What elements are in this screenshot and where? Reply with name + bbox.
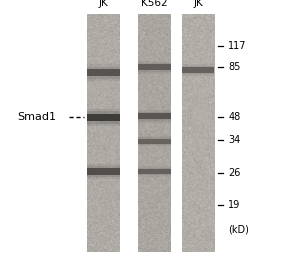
Text: JK: JK bbox=[98, 0, 108, 8]
Bar bbox=[138, 110, 170, 122]
Text: K562: K562 bbox=[141, 0, 168, 8]
Bar bbox=[138, 63, 170, 72]
Bar bbox=[138, 139, 170, 144]
Bar bbox=[138, 168, 170, 175]
Bar bbox=[138, 169, 170, 174]
Text: Smad1: Smad1 bbox=[17, 112, 56, 122]
Text: 19: 19 bbox=[228, 200, 241, 210]
Text: 85: 85 bbox=[228, 62, 241, 72]
Text: 48: 48 bbox=[228, 112, 241, 122]
Bar bbox=[182, 64, 215, 76]
Bar bbox=[138, 166, 170, 177]
Text: 34: 34 bbox=[228, 135, 241, 145]
Text: 117: 117 bbox=[228, 41, 247, 51]
Bar bbox=[87, 69, 120, 76]
Bar bbox=[87, 64, 120, 81]
Bar bbox=[138, 111, 170, 121]
Bar bbox=[182, 66, 215, 74]
Bar bbox=[138, 113, 170, 119]
Bar bbox=[87, 166, 120, 177]
Bar bbox=[87, 168, 120, 175]
Bar bbox=[87, 111, 120, 124]
Bar bbox=[138, 138, 170, 145]
Bar bbox=[182, 67, 215, 73]
Text: JK: JK bbox=[193, 0, 203, 8]
Bar bbox=[138, 64, 170, 70]
Bar bbox=[138, 61, 170, 74]
Text: (kD): (kD) bbox=[228, 225, 249, 235]
Bar bbox=[87, 164, 120, 179]
Text: 26: 26 bbox=[228, 168, 241, 178]
Bar bbox=[138, 136, 170, 147]
Bar bbox=[87, 109, 120, 126]
Bar bbox=[87, 114, 120, 121]
Bar bbox=[87, 67, 120, 78]
